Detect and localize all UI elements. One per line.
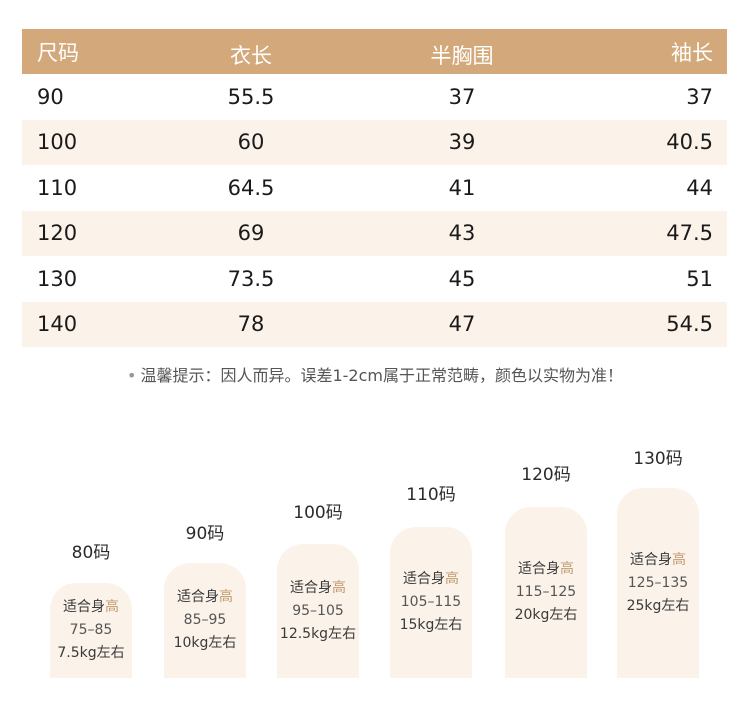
header-size: 尺码 xyxy=(37,40,79,65)
table-header: 尺码 衣长 半胸围 袖长 xyxy=(22,29,727,74)
table-row: 100 60 39 40.5 xyxy=(22,119,727,165)
cell-size: 110 xyxy=(37,175,78,200)
table-row: 130 73.5 45 51 xyxy=(37,266,713,291)
weight: 7.5kg左右 xyxy=(57,645,125,661)
cell-sleeve: 51 xyxy=(686,266,713,291)
weight: 10kg左右 xyxy=(173,635,237,651)
size-label: 100码 xyxy=(293,503,343,523)
fit-label: 适合身高 xyxy=(63,599,119,615)
bullet-icon: • xyxy=(127,366,137,385)
cell-sleeve: 37 xyxy=(686,84,713,109)
size-label: 80码 xyxy=(71,543,111,563)
fit-label: 适合身高 xyxy=(630,551,686,568)
size-card-80: 80码 适合身高 75–85 7.5kg左右 xyxy=(50,538,132,678)
weight: 25kg左右 xyxy=(626,597,690,614)
size-table: 尺码 衣长 半胸围 袖长 90 55.5 37 37 100 60 39 40.… xyxy=(22,29,727,347)
size-label: 130码 xyxy=(633,449,683,469)
height-card: 适合身高 115–125 20kg左右 xyxy=(505,507,587,678)
cell-size: 120 xyxy=(37,221,78,246)
fit-label: 适合身高 xyxy=(403,571,459,587)
size-card-120: 120码 适合身高 115–125 20kg左右 xyxy=(505,460,587,678)
size-card-130: 130码 适合身高 125–135 25kg左右 xyxy=(617,444,699,678)
fit-label: 适合身高 xyxy=(177,589,233,605)
height-range: 115–125 xyxy=(515,584,577,600)
fit-label: 适合身高 xyxy=(290,579,346,596)
cell-sleeve: 44 xyxy=(686,175,713,200)
cell-sleeve: 54.5 xyxy=(666,312,713,337)
header-sleeve: 袖长 xyxy=(671,40,713,65)
height-range: 125–135 xyxy=(627,574,689,591)
weight: 20kg左右 xyxy=(514,607,578,623)
cell-size: 100 xyxy=(37,130,78,155)
weight: 12.5kg左右 xyxy=(279,625,357,642)
size-label: 90码 xyxy=(185,524,225,544)
height-range: 75–85 xyxy=(69,622,113,638)
height-range: 85–95 xyxy=(183,612,227,628)
height-card: 适合身高 85–95 10kg左右 xyxy=(164,563,246,678)
cell-size: 130 xyxy=(37,266,78,291)
height-card: 适合身高 105–115 15kg左右 xyxy=(390,527,472,678)
size-label: 120码 xyxy=(521,465,571,485)
height-card: 适合身高 75–85 7.5kg左右 xyxy=(50,583,132,678)
size-card-110: 110码 适合身高 105–115 15kg左右 xyxy=(390,480,472,678)
cell-size: 140 xyxy=(37,312,78,337)
size-card-100: 100码 适合身高 95–105 12.5kg左右 xyxy=(277,498,359,678)
height-card: 适合身高 95–105 12.5kg左右 xyxy=(277,544,359,678)
cell-sleeve: 40.5 xyxy=(666,130,713,155)
size-label: 110码 xyxy=(406,485,456,505)
height-range: 95–105 xyxy=(292,602,344,619)
table-row: 140 78 47 54.5 xyxy=(22,301,727,347)
table-row: 90 55.5 37 37 xyxy=(37,84,713,109)
height-card: 适合身高 125–135 25kg左右 xyxy=(617,488,699,678)
size-card-90: 90码 适合身高 85–95 10kg左右 xyxy=(164,519,246,678)
tip-text: 温馨提示：因人而异。误差1-2cm属于正常范畴，颜色以实物为准！ xyxy=(140,366,623,385)
cell-size: 90 xyxy=(37,84,64,109)
height-range: 105–115 xyxy=(400,594,462,610)
weight: 15kg左右 xyxy=(399,617,463,633)
fit-label: 适合身高 xyxy=(518,561,574,577)
tip-note: • 温馨提示：因人而异。误差1-2cm属于正常范畴，颜色以实物为准！ xyxy=(0,362,750,386)
table-row: 120 69 43 47.5 xyxy=(22,210,727,256)
table-row: 110 64.5 41 44 xyxy=(37,175,713,200)
cell-sleeve: 47.5 xyxy=(666,221,713,246)
